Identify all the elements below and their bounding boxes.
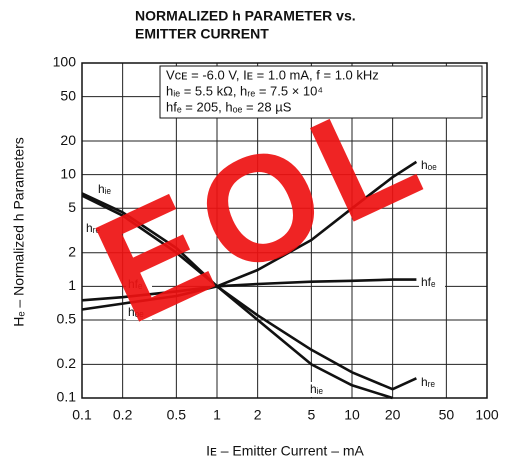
series-label: hₒₑ — [128, 305, 144, 319]
series-label: hᵣₑ — [421, 375, 436, 389]
annotation: hᵢₑ = 5.5 kΩ, hᵣₑ = 7.5 × 10⁴ — [166, 83, 323, 98]
x-tick-label: 0.5 — [167, 407, 187, 423]
y-tick-label: 0.2 — [57, 355, 77, 371]
x-tick-label: 0.2 — [113, 407, 133, 423]
label-bg — [419, 375, 445, 390]
y-tick-label: 5 — [68, 199, 76, 215]
label-bg — [96, 182, 122, 197]
x-tick-label: 1 — [213, 407, 221, 423]
label-bg — [126, 277, 152, 292]
label-bg — [84, 221, 110, 236]
annotation-box — [159, 65, 483, 119]
x-tick-label: 20 — [385, 407, 401, 423]
y-tick-label: 20 — [60, 132, 76, 148]
y-axis-label: Hₑ – Normalized h Parameters — [11, 137, 27, 327]
line-series — [81, 278, 417, 302]
label-bg — [419, 158, 445, 173]
line-series — [81, 192, 417, 391]
y-tick-label: 2 — [68, 243, 76, 259]
y-tick-label: 1 — [68, 277, 76, 293]
series-label: hₒₑ — [421, 158, 437, 172]
series-label: hfₑ — [128, 277, 143, 291]
x-tick-label: 0.1 — [72, 407, 92, 423]
series-label: hfₑ — [421, 275, 436, 289]
x-tick-label: 50 — [439, 407, 455, 423]
annotation: Vᴄᴇ = -6.0 V, Iᴇ = 1.0 mA, f = 1.0 kHz — [166, 67, 379, 82]
series-label: hᵢₑ — [98, 182, 112, 196]
series-label: hᵢₑ — [310, 382, 324, 396]
label-bg — [419, 275, 445, 290]
x-tick-label: 100 — [475, 407, 499, 423]
label-bg — [126, 305, 152, 320]
label-bg — [308, 382, 334, 397]
y-tick-label: 0.1 — [57, 389, 77, 405]
x-axis-label: Iᴇ – Emitter Current – mA — [206, 443, 364, 459]
x-tick-label: 10 — [344, 407, 360, 423]
x-tick-label: 2 — [254, 407, 262, 423]
y-tick-label: 100 — [53, 54, 77, 70]
y-tick-label: 50 — [60, 87, 76, 103]
annotation: hfₑ = 205, hₒₑ = 28 µS — [166, 99, 292, 114]
line-series — [81, 194, 393, 400]
chart-title: NORMALIZED h PARAMETER vs. — [135, 8, 356, 24]
line-series — [81, 160, 418, 311]
y-tick-label: 0.5 — [57, 311, 77, 327]
chart-title: EMITTER CURRENT — [135, 26, 269, 42]
x-tick-label: 5 — [307, 407, 315, 423]
y-tick-label: 10 — [60, 165, 76, 181]
plot-frame — [81, 62, 488, 399]
series-label: hᵣₑ — [86, 221, 101, 235]
